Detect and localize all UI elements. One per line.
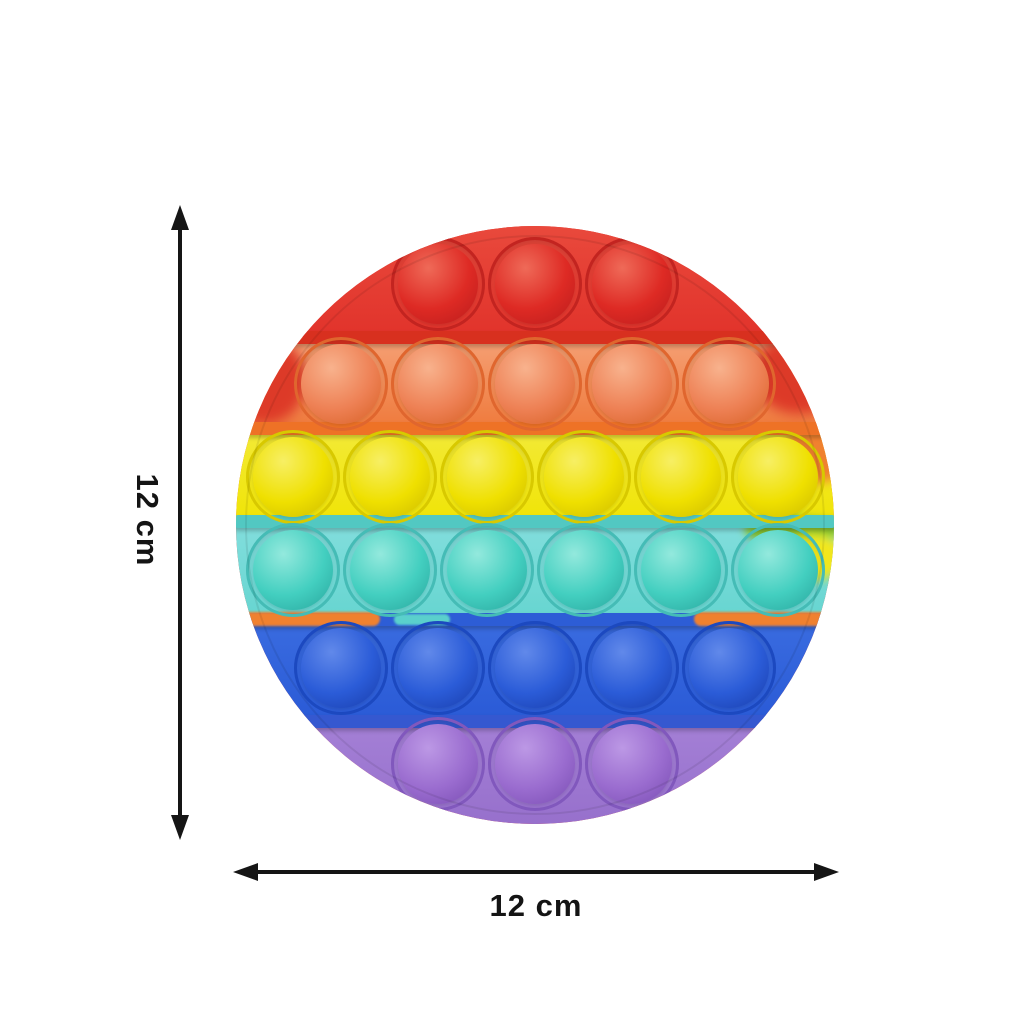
purple-bubble: [488, 717, 582, 811]
horizontal-arrow-line: [258, 870, 814, 874]
cyan-bubble-dome: [252, 530, 333, 610]
red-bubble: [391, 237, 485, 331]
blue-bubble: [391, 621, 485, 715]
blue-bubble-dome: [495, 628, 575, 708]
red-bubble-dome: [398, 244, 478, 324]
yellow-bubble-dome: [640, 437, 721, 517]
cyan-bubble: [731, 523, 825, 617]
yellow-bubble-dome: [446, 437, 527, 517]
arrow-right-icon: [814, 863, 839, 881]
orange-bubble-dome: [495, 344, 575, 424]
yellow-bubble-dome: [349, 437, 430, 517]
blue-bubble-dome: [689, 628, 769, 708]
cyan-bubble: [343, 523, 437, 617]
yellow-bubble-dome: [737, 437, 818, 517]
yellow-bubble: [537, 430, 631, 524]
pop-it-toy: [236, 226, 834, 824]
divider-marble-accent: [236, 612, 380, 626]
vertical-arrow-line: [178, 230, 182, 815]
purple-bubble: [585, 717, 679, 811]
cyan-bubble-dome: [737, 530, 818, 610]
blue-bubble: [294, 621, 388, 715]
orange-bubble: [391, 337, 485, 431]
arrow-up-icon: [171, 205, 189, 230]
orange-bubble: [488, 337, 582, 431]
divider-marble-accent: [394, 614, 450, 625]
purple-bubble-dome: [592, 724, 672, 804]
yellow-bubble-dome: [543, 437, 624, 517]
purple-bubble-dome: [398, 724, 478, 804]
yellow-bubble: [343, 430, 437, 524]
orange-bubble: [294, 337, 388, 431]
blue-row-divider: [236, 613, 834, 626]
arrow-left-icon: [233, 863, 258, 881]
orange-bubble-dome: [301, 344, 381, 424]
height-label: 12 cm: [130, 473, 165, 567]
yellow-bubble: [246, 430, 340, 524]
cyan-bubble: [440, 523, 534, 617]
cyan-row-band: [236, 521, 834, 619]
yellow-bubble: [731, 430, 825, 524]
cyan-bubble-dome: [640, 530, 721, 610]
red-bubble-dome: [592, 244, 672, 324]
cyan-row-divider: [236, 515, 834, 528]
height-dimension-arrow: [169, 205, 191, 840]
purple-bubble: [391, 717, 485, 811]
width-dimension-arrow: [233, 863, 839, 881]
yellow-bubble-dome: [252, 437, 333, 517]
purple-bubble-dome: [495, 724, 575, 804]
orange-row-divider: [236, 331, 834, 344]
blue-bubble-dome: [398, 628, 478, 708]
blue-bubble-dome: [301, 628, 381, 708]
cyan-bubble: [246, 523, 340, 617]
orange-bubble: [682, 337, 776, 431]
cyan-bubble-dome: [446, 530, 527, 610]
blue-bubble: [682, 621, 776, 715]
blue-bubble: [488, 621, 582, 715]
divider-marble-accent: [694, 612, 834, 626]
blue-bubble: [585, 621, 679, 715]
orange-bubble: [585, 337, 679, 431]
yellow-row-divider: [236, 422, 834, 435]
red-bubble: [488, 237, 582, 331]
orange-bubble-dome: [398, 344, 478, 424]
yellow-bubble: [634, 430, 728, 524]
cyan-bubble: [634, 523, 728, 617]
cyan-bubble-dome: [543, 530, 624, 610]
yellow-bubble: [440, 430, 534, 524]
arrow-down-icon: [171, 815, 189, 840]
red-bubble: [585, 237, 679, 331]
purple-row-divider: [236, 715, 834, 728]
cyan-bubble-dome: [349, 530, 430, 610]
orange-bubble-dome: [592, 344, 672, 424]
marble-accent: [236, 336, 306, 424]
orange-bubble-dome: [689, 344, 769, 424]
cyan-bubble: [537, 523, 631, 617]
width-label: 12 cm: [489, 888, 583, 923]
blue-bubble-dome: [592, 628, 672, 708]
yellow-row-band: [236, 428, 834, 521]
red-bubble-dome: [495, 244, 575, 324]
